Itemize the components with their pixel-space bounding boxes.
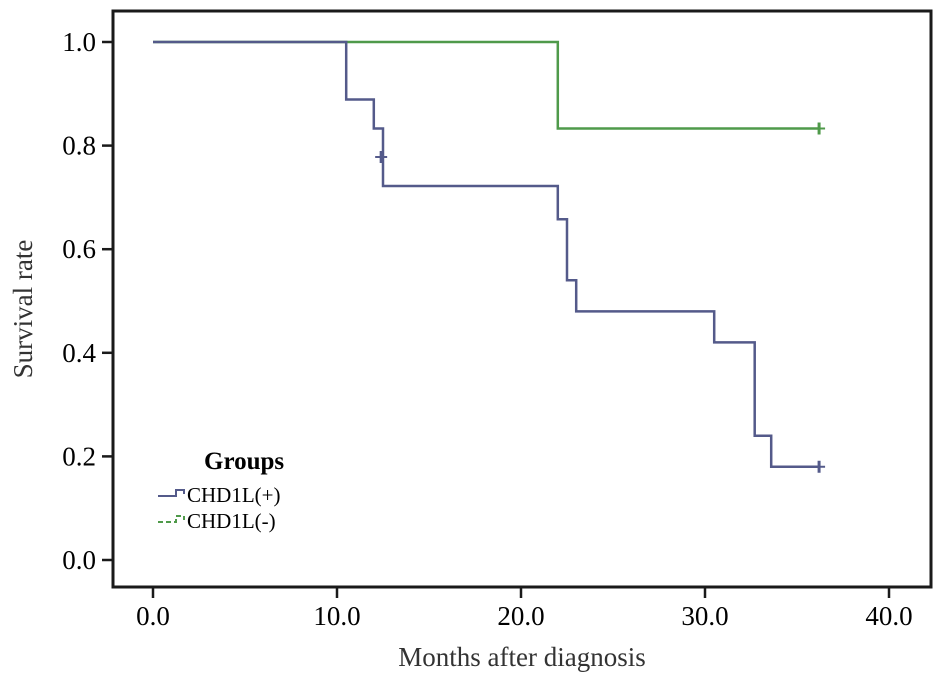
legend-item: CHD1L(+) bbox=[158, 483, 281, 507]
x-tick-label: 30.0 bbox=[681, 601, 728, 631]
series-line-chd1l bbox=[153, 40, 820, 130]
x-tick-label: 20.0 bbox=[497, 601, 544, 631]
y-tick-label: 1.0 bbox=[62, 27, 96, 57]
y-tick-label: 0.0 bbox=[62, 545, 96, 575]
y-tick-label: 0.2 bbox=[62, 441, 96, 471]
y-tick-label: 0.4 bbox=[62, 338, 96, 368]
y-tick-label: 0.6 bbox=[62, 234, 96, 264]
legend-swatch bbox=[158, 489, 185, 497]
legend-title: Groups bbox=[204, 448, 284, 475]
legend-label: CHD1L(-) bbox=[187, 509, 276, 533]
legend: Groups CHD1L(+)CHD1L(-) bbox=[158, 448, 284, 533]
legend-swatch bbox=[158, 515, 185, 523]
series-layer bbox=[153, 40, 826, 473]
x-tick-label: 10.0 bbox=[313, 601, 360, 631]
y-axis-label: Survival rate bbox=[8, 240, 38, 379]
x-tick-label: 40.0 bbox=[865, 601, 912, 631]
y-tick-label: 0.8 bbox=[62, 131, 96, 161]
y-axis: 0.0 0.2 0.4 0.6 0.8 1.0 bbox=[62, 27, 113, 575]
x-tick-label: 0.0 bbox=[136, 601, 170, 631]
series-line-chd1l bbox=[153, 40, 820, 469]
x-axis: 0.0 10.0 20.0 30.0 40.0 bbox=[136, 587, 913, 631]
legend-item: CHD1L(-) bbox=[158, 509, 276, 533]
x-axis-label: Months after diagnosis bbox=[398, 642, 645, 672]
legend-label: CHD1L(+) bbox=[187, 483, 281, 507]
